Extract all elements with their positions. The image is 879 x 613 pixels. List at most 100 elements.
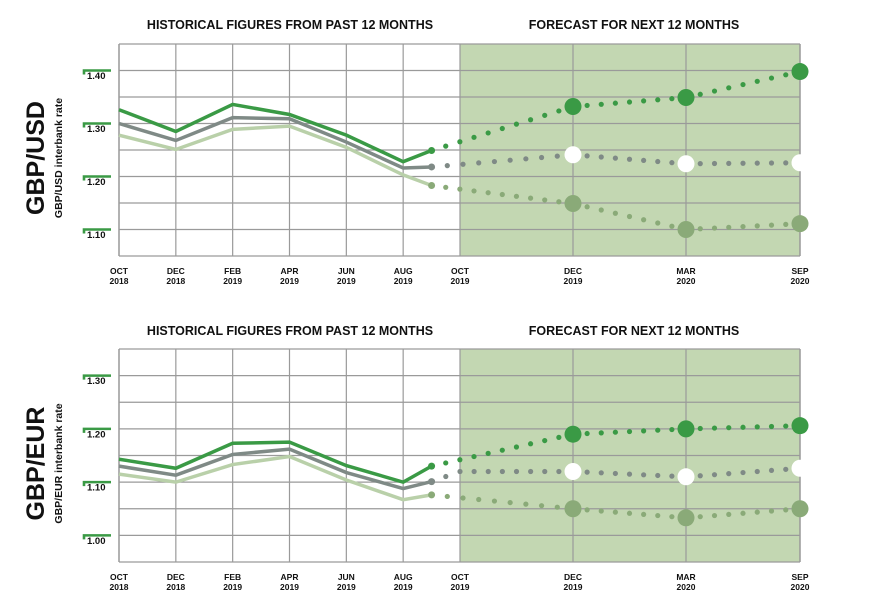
x-tick-year: 2019 (451, 582, 470, 592)
forecast-dot-low (697, 226, 703, 232)
forecast-dot-high (443, 460, 449, 466)
x-tick-year: 2019 (451, 276, 470, 286)
forecast-dot-low (485, 190, 491, 196)
forecast-marker-mid (677, 468, 695, 486)
forecast-dot-mid (768, 467, 775, 474)
historical-line-low (118, 454, 432, 502)
historical-end-low (428, 491, 436, 499)
forecast-dot-high (641, 98, 647, 104)
forecast-dot-low (783, 221, 789, 227)
forecast-dot-low (641, 217, 647, 223)
x-tick-year: 2020 (677, 582, 696, 592)
historical-end-mid (428, 478, 436, 486)
x-tick-month: DEC (564, 266, 582, 276)
forecast-dot-high (542, 112, 548, 118)
forecast-dot-low (726, 224, 732, 230)
forecast-dot-low (711, 512, 718, 519)
forecast-dot-mid (783, 466, 789, 472)
forecast-dot-high (556, 434, 562, 440)
forecast-dot-mid (491, 158, 498, 165)
x-tick-month: DEC (167, 266, 185, 276)
y-tick-accent (82, 69, 111, 75)
forecast-dot-low (740, 223, 746, 230)
forecast-dot-low (612, 509, 618, 515)
x-tick-year: 2019 (223, 276, 242, 286)
forecast-dot-high (669, 426, 675, 433)
x-tick-year: 2019 (280, 276, 299, 286)
forecast-dot-low (527, 195, 534, 201)
forecast-dot-high (471, 453, 477, 460)
forecast-marker-low (564, 500, 582, 518)
forecast-dot-high (485, 130, 491, 136)
forecast-dot-low (626, 213, 633, 220)
forecast-dot-low (507, 499, 513, 506)
forecast-dot-low (513, 193, 520, 199)
y-tick-accent (82, 228, 111, 234)
forecast-dot-mid (726, 471, 732, 477)
forecast-dot-mid (754, 160, 760, 166)
forecast-dot-high (711, 425, 718, 431)
x-tick-month: SEP (791, 572, 808, 582)
forecast-dot-low (471, 188, 477, 194)
y-tick-accent (82, 175, 111, 181)
x-tick-month: DEC (167, 572, 185, 582)
forecast-dot-mid (612, 155, 618, 161)
forecast-dot-mid (523, 156, 529, 162)
forecast-dot-low (584, 204, 590, 210)
forecast-dot-high (527, 117, 534, 123)
x-tick-month: FEB (224, 572, 241, 582)
x-tick-year: 2019 (394, 582, 413, 592)
forecast-dot-mid (697, 161, 703, 167)
x-tick-year: 2018 (166, 582, 185, 592)
y-axis-label: GBP/USD interbank rate (53, 98, 65, 218)
x-tick-month: SEP (791, 266, 808, 276)
x-tick-month: OCT (451, 266, 470, 276)
forecast-dot-high (527, 441, 534, 447)
forecast-dot-mid (556, 468, 562, 475)
forecast-dot-low (768, 508, 775, 514)
forecast-marker-high (677, 89, 695, 107)
forecast-dot-low (523, 501, 529, 507)
forecast-dot-high (697, 91, 703, 97)
x-tick-month: DEC (564, 572, 582, 582)
x-tick-year: 2019 (280, 582, 299, 592)
historical-end-high (428, 147, 436, 155)
forecast-dot-mid (641, 472, 647, 478)
forecast-marker-low (791, 215, 809, 233)
forecast-dot-mid (460, 161, 466, 167)
x-tick-month: OCT (110, 572, 129, 582)
forecast-marker-high (564, 98, 582, 116)
forecast-dot-low (457, 186, 463, 192)
historical-end-mid (428, 163, 436, 171)
forecast-dot-high (669, 96, 675, 102)
forecast-dot-low (542, 197, 548, 203)
forecast-marker-low (677, 221, 695, 238)
forecast-dot-low (491, 498, 498, 504)
historical-line-mid (118, 447, 432, 491)
x-tick-month: JUN (338, 266, 355, 276)
x-tick-month: AUG (394, 572, 413, 582)
forecast-section-title: FORECAST FOR NEXT 12 MONTHS (529, 324, 739, 338)
forecast-dot-mid (499, 468, 505, 475)
forecast-dot-low (669, 223, 675, 229)
forecast-dot-low (783, 507, 789, 513)
x-tick-month: MAR (676, 572, 695, 582)
historical-line-low (118, 124, 433, 188)
y-tick-accent (82, 374, 111, 380)
forecast-dot-high (556, 108, 562, 114)
forecast-dot-low (669, 514, 675, 520)
forecast-dot-mid (641, 157, 647, 164)
y-tick-label: 1.20 (87, 429, 106, 440)
x-tick-month: FEB (224, 266, 241, 276)
forecast-dot-high (754, 78, 760, 84)
forecast-dot-high (471, 134, 477, 140)
y-axis-label: GBP/EUR interbank rate (53, 403, 65, 523)
x-tick-month: JUN (338, 572, 355, 582)
forecast-marker-low (791, 500, 809, 518)
forecast-dot-low (754, 509, 760, 515)
forecast-dot-low (598, 508, 604, 514)
forecast-dot-low (655, 220, 661, 226)
forecast-dot-mid (768, 160, 775, 166)
forecast-dot-high (457, 457, 463, 463)
forecast-dot-mid (471, 468, 477, 475)
